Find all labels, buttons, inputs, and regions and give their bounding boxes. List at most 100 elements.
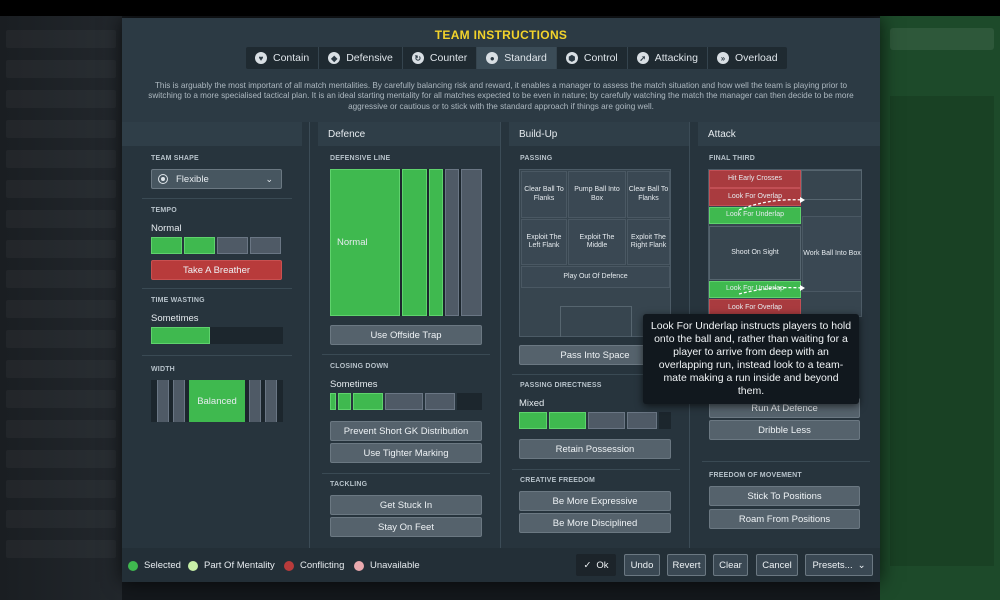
legend-label: Part Of Mentality <box>204 560 275 571</box>
unavailable-color-dot <box>354 560 364 571</box>
team-shape-label: TEAM SHAPE <box>151 155 199 162</box>
legend-label: Selected <box>144 560 181 571</box>
cancel-button[interactable]: Cancel <box>756 554 798 576</box>
pitch-area-line <box>801 170 862 200</box>
stick-to-positions-button[interactable]: Stick To Positions <box>709 486 860 506</box>
time-wasting-label: TIME WASTING <box>151 297 205 304</box>
chevron-down-icon: ⌄ <box>265 173 273 184</box>
divider <box>512 374 680 375</box>
legend-label: Conflicting <box>300 560 345 571</box>
exploit-right-cell[interactable]: Exploit The Right Flank <box>627 219 670 265</box>
dialog-title: TEAM INSTRUCTIONS <box>434 28 568 42</box>
heart-shield-icon: ♥ <box>255 52 267 64</box>
tab-overload[interactable]: » Overload <box>708 47 787 69</box>
tab-standard[interactable]: ● Standard <box>477 47 557 69</box>
tab-counter[interactable]: ↻ Counter <box>403 47 478 69</box>
shield-icon: ◆ <box>328 52 341 64</box>
creative-freedom-label: CREATIVE FREEDOM <box>520 477 596 484</box>
pump-ball-cell[interactable]: Pump Ball Into Box <box>568 171 626 218</box>
slider-segment <box>588 412 625 429</box>
slider-segment <box>217 237 248 254</box>
general-column-header <box>122 122 302 146</box>
tackling-label: TACKLING <box>330 481 368 488</box>
shoot-on-sight-cell[interactable]: Shoot On Sight <box>731 248 779 256</box>
divider <box>142 198 292 199</box>
slider-track <box>659 412 671 429</box>
slider-segment <box>250 237 281 254</box>
work-ball-into-box-cell[interactable]: Work Ball Into Box <box>802 216 862 292</box>
tab-contain[interactable]: ♥ Contain <box>246 47 320 69</box>
tab-label: Standard <box>504 52 547 64</box>
conflicting-color-dot <box>284 560 294 571</box>
arrow-icon: ➚ <box>636 52 649 64</box>
exploit-left-cell[interactable]: Exploit The Left Flank <box>521 219 567 265</box>
retain-possession-button[interactable]: Retain Possession <box>519 439 671 459</box>
defensive-line-selector[interactable]: Normal <box>330 169 482 316</box>
revert-button[interactable]: Revert <box>667 554 706 576</box>
clear-ball-left-cell[interactable]: Clear Ball To Flanks <box>521 171 567 218</box>
background-sidebar <box>0 0 122 600</box>
tab-attacking[interactable]: ➚ Attacking <box>628 47 708 69</box>
tab-defensive[interactable]: ◆ Defensive <box>319 47 403 69</box>
presets-dropdown[interactable]: Presets... ⌄ <box>805 554 873 576</box>
passing-directness-slider[interactable] <box>519 412 671 429</box>
run-arrows-overlay <box>738 197 805 295</box>
time-wasting-slider[interactable] <box>151 327 283 344</box>
pitch-area-line <box>709 226 801 280</box>
width-marker <box>265 380 277 422</box>
passing-label: PASSING <box>520 155 553 162</box>
slider-segment <box>151 237 182 254</box>
look-for-underlap-top-cell[interactable]: Look For Underlap <box>709 207 801 224</box>
passing-pitch: Clear Ball To Flanks Pump Ball Into Box … <box>519 169 671 337</box>
ball-icon: ● <box>486 52 499 64</box>
undo-button[interactable]: Undo <box>624 554 660 576</box>
look-for-underlap-bottom-cell[interactable]: Look For Underlap <box>709 281 801 298</box>
be-more-expressive-button[interactable]: Be More Expressive <box>519 491 671 511</box>
divider <box>702 461 870 462</box>
chevron-down-icon: ⌄ <box>857 559 866 571</box>
passing-directness-label: PASSING DIRECTNESS <box>520 382 602 389</box>
legend-unavailable: Unavailable <box>354 560 420 571</box>
width-marker <box>157 380 169 422</box>
tempo-slider[interactable] <box>151 237 283 254</box>
stay-on-feet-button[interactable]: Stay On Feet <box>330 517 482 537</box>
play-out-of-defence-cell[interactable]: Play Out Of Defence <box>521 266 670 288</box>
use-offside-trap-button[interactable]: Use Offside Trap <box>330 325 482 345</box>
slider-segment <box>338 393 351 410</box>
hit-early-crosses-cell[interactable]: Hit Early Crosses <box>709 170 801 188</box>
defensive-line-label: DEFENSIVE LINE <box>330 155 391 162</box>
be-more-disciplined-button[interactable]: Be More Disciplined <box>519 513 671 533</box>
get-stuck-in-button[interactable]: Get Stuck In <box>330 495 482 515</box>
clear-ball-right-cell[interactable]: Clear Ball To Flanks <box>627 171 670 218</box>
tab-label: Attacking <box>654 52 698 64</box>
closing-down-slider[interactable] <box>330 393 482 410</box>
divider <box>322 473 490 474</box>
dialog-footer: Selected Part Of Mentality Conflicting U… <box>122 548 880 582</box>
tempo-label: TEMPO <box>151 207 177 214</box>
check-icon: ✓ <box>583 559 592 571</box>
dribble-less-button[interactable]: Dribble Less <box>709 420 860 440</box>
team-shape-dropdown[interactable]: Flexible ⌄ <box>151 169 282 189</box>
divider <box>322 354 490 355</box>
closing-down-value: Sometimes <box>330 379 378 390</box>
clear-button[interactable]: Clear <box>713 554 748 576</box>
background-panel <box>880 0 1000 600</box>
ok-button[interactable]: ✓ Ok <box>576 554 616 576</box>
look-for-overlap-top-cell[interactable]: Look For Overlap <box>709 188 801 206</box>
slider-segment <box>519 412 547 429</box>
buildup-column-header: Build-Up <box>509 122 689 146</box>
width-slider[interactable]: Balanced <box>151 380 283 422</box>
legend-part-of-mentality: Part Of Mentality <box>188 560 275 571</box>
exploit-middle-cell[interactable]: Exploit The Middle <box>568 219 626 265</box>
legend-selected: Selected <box>128 560 181 571</box>
part-color-dot <box>188 560 198 571</box>
target-icon <box>158 174 168 184</box>
tab-control[interactable]: ⬢ Control <box>557 47 628 69</box>
roam-from-positions-button[interactable]: Roam From Positions <box>709 509 860 529</box>
tab-label: Contain <box>273 52 310 64</box>
instruction-tooltip: Look For Underlap instructs players to h… <box>643 314 859 404</box>
take-a-breather-button[interactable]: Take A Breather <box>151 260 282 280</box>
use-tighter-marking-button[interactable]: Use Tighter Marking <box>330 443 482 463</box>
ok-label: Ok <box>596 559 609 571</box>
prevent-short-gk-button[interactable]: Prevent Short GK Distribution <box>330 421 482 441</box>
